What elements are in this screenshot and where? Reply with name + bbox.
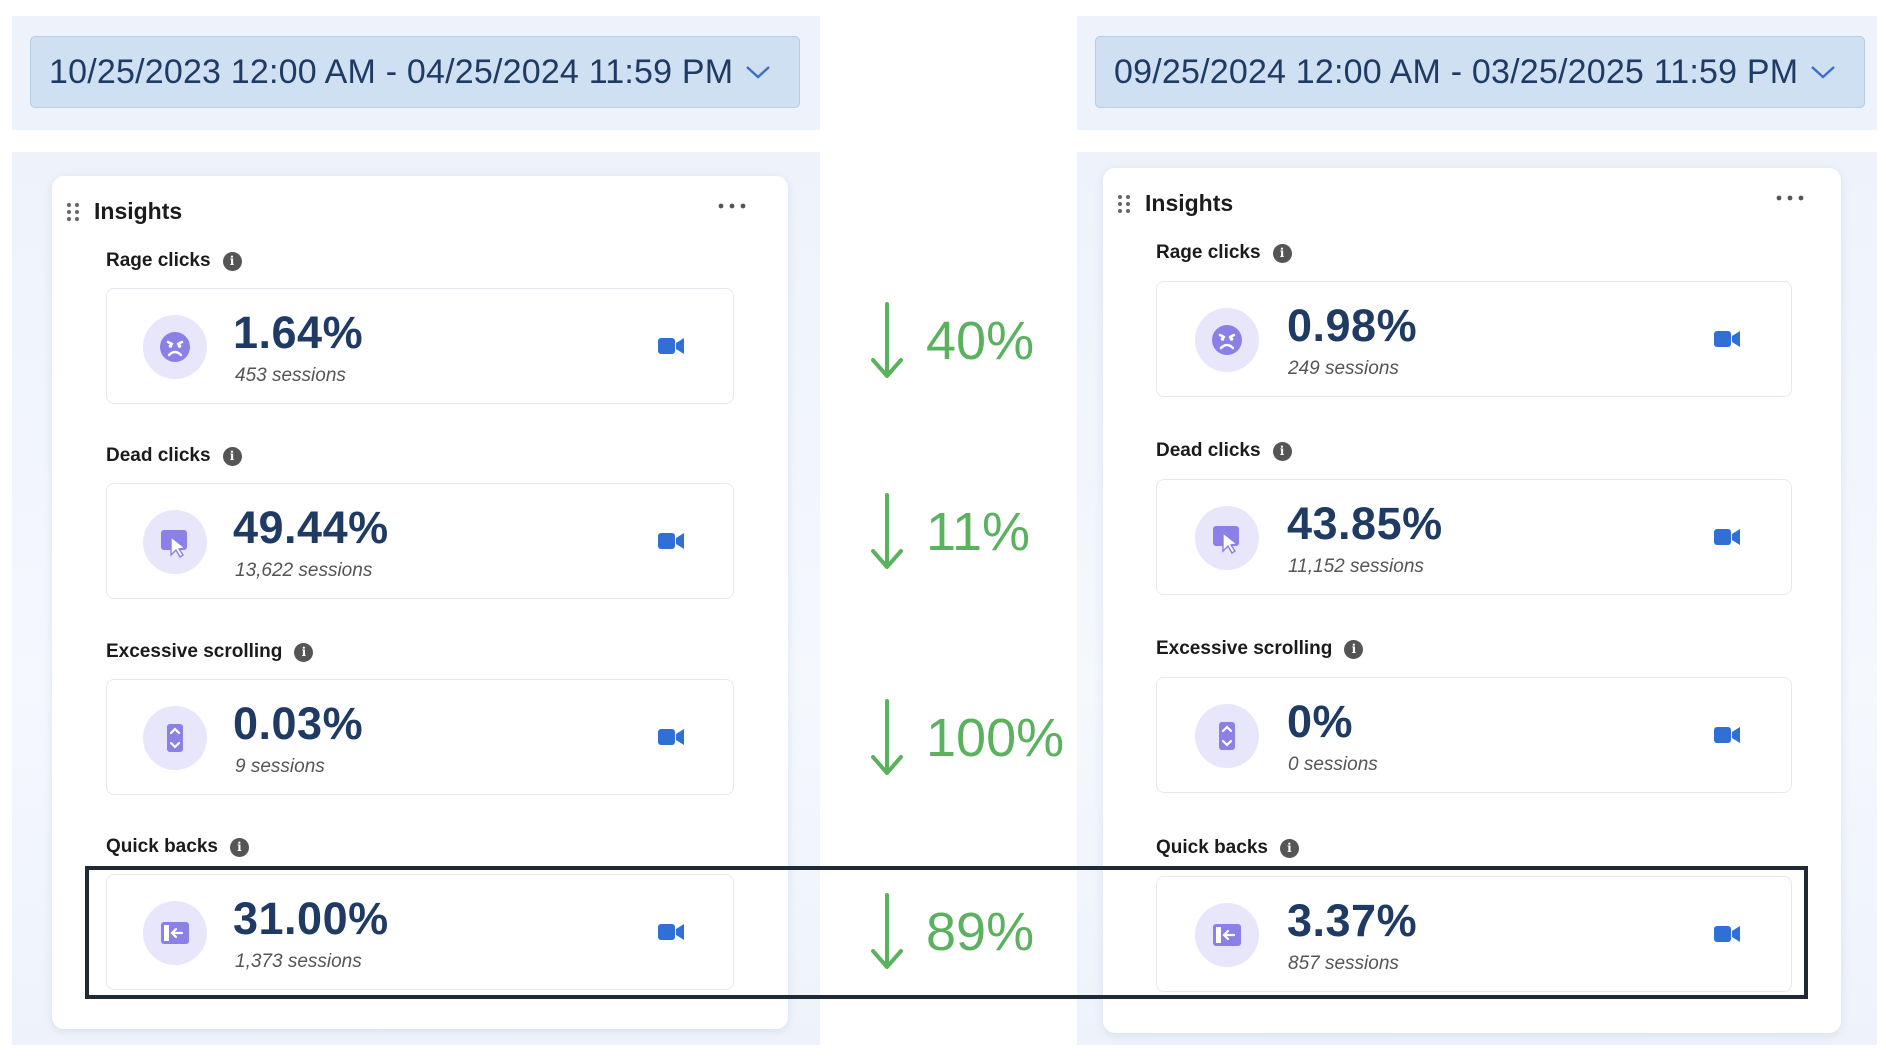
metric-value: 43.85% (1287, 498, 1443, 549)
dead-click-cursor-icon (1195, 506, 1259, 570)
metric-box-dead-clicks[interactable]: 49.44% 13,622 sessions (106, 483, 734, 599)
metric-sessions: 11,152 sessions (1288, 556, 1424, 577)
left-insights-card: Insights Rage clicks i 1.64% 453 sessions… (52, 176, 788, 1029)
metric-label-dead-clicks: Dead clicks i (106, 445, 242, 467)
quick-back-icon (143, 901, 207, 965)
metric-sessions: 857 sessions (1288, 953, 1399, 974)
video-recording-icon[interactable] (658, 532, 684, 550)
metric-label-excessive-scrolling: Excessive scrolling i (1156, 638, 1364, 660)
card-title: Insights (1145, 190, 1234, 216)
chevron-down-icon (746, 66, 770, 79)
info-icon[interactable]: i (1272, 441, 1292, 461)
video-recording-icon[interactable] (1714, 528, 1740, 546)
metric-value: 0% (1287, 696, 1354, 747)
dead-click-cursor-icon (143, 510, 207, 574)
metric-sessions: 9 sessions (235, 756, 325, 777)
video-recording-icon[interactable] (1714, 925, 1740, 943)
info-icon[interactable]: i (1272, 243, 1292, 263)
metric-label-excessive-scrolling: Excessive scrolling i (106, 641, 314, 663)
metric-value: 49.44% (233, 502, 389, 553)
metric-value: 1.64% (233, 307, 364, 358)
delta-dead-clicks: 11% (870, 493, 1030, 571)
metric-value: 0.03% (233, 698, 364, 749)
left-date-range-text: 10/25/2023 12:00 AM - 04/25/2024 11:59 P… (49, 52, 734, 91)
drag-handle-icon[interactable] (1117, 194, 1131, 214)
metric-sessions: 1,373 sessions (235, 951, 362, 972)
left-date-range-dropdown[interactable]: 10/25/2023 12:00 AM - 04/25/2024 11:59 P… (30, 36, 800, 108)
metric-box-excessive-scrolling[interactable]: 0.03% 9 sessions (106, 679, 734, 795)
info-icon[interactable]: i (222, 251, 242, 271)
delta-excessive-scrolling: 100% (870, 699, 1064, 777)
delta-value: 40% (926, 311, 1035, 371)
info-icon[interactable]: i (229, 837, 249, 857)
metric-label-rage-clicks: Rage clicks i (1156, 242, 1292, 264)
metric-box-dead-clicks[interactable]: 43.85% 11,152 sessions (1156, 479, 1792, 595)
video-recording-icon[interactable] (658, 337, 684, 355)
metric-sessions: 249 sessions (1288, 358, 1399, 379)
right-date-range-text: 09/25/2024 12:00 AM - 03/25/2025 11:59 P… (1114, 52, 1799, 91)
info-icon[interactable]: i (1279, 838, 1299, 858)
drag-handle-icon[interactable] (66, 202, 80, 222)
card-header: Insights (66, 198, 182, 225)
metric-label-dead-clicks: Dead clicks i (1156, 440, 1292, 462)
down-arrow-icon (871, 699, 903, 775)
video-recording-icon[interactable] (1714, 330, 1740, 348)
metric-box-rage-clicks[interactable]: 1.64% 453 sessions (106, 288, 734, 404)
more-options-icon[interactable] (717, 202, 747, 210)
scroll-icon (143, 706, 207, 770)
info-icon[interactable]: i (294, 642, 314, 662)
metric-sessions: 453 sessions (235, 365, 346, 386)
metric-box-rage-clicks[interactable]: 0.98% 249 sessions (1156, 281, 1792, 397)
delta-rage-clicks: 40% (870, 302, 1034, 380)
down-arrow-icon (871, 302, 903, 378)
metric-box-excessive-scrolling[interactable]: 0% 0 sessions (1156, 677, 1792, 793)
right-insights-card: Insights Rage clicks i 0.98% 249 sessions… (1103, 168, 1841, 1033)
chevron-down-icon (1811, 66, 1835, 79)
more-options-icon[interactable] (1775, 194, 1805, 202)
down-arrow-icon (871, 493, 903, 569)
metric-value: 0.98% (1287, 300, 1418, 351)
card-header: Insights (1117, 190, 1233, 217)
metric-label-quick-backs: Quick backs i (1156, 837, 1299, 859)
delta-value: 100% (926, 708, 1065, 768)
card-title: Insights (94, 198, 183, 224)
video-recording-icon[interactable] (658, 923, 684, 941)
info-icon[interactable]: i (222, 446, 242, 466)
metric-sessions: 13,622 sessions (235, 560, 373, 581)
down-arrow-icon (871, 893, 903, 969)
info-icon[interactable]: i (1344, 639, 1364, 659)
quick-back-icon (1195, 903, 1259, 967)
metric-box-quick-backs[interactable]: 3.37% 857 sessions (1156, 876, 1792, 992)
delta-quick-backs: 89% (870, 893, 1034, 971)
angry-face-icon (143, 315, 207, 379)
video-recording-icon[interactable] (658, 728, 684, 746)
video-recording-icon[interactable] (1714, 726, 1740, 744)
metric-value: 31.00% (233, 893, 389, 944)
metric-sessions: 0 sessions (1288, 754, 1378, 775)
delta-value: 11% (926, 502, 1031, 562)
metric-label-quick-backs: Quick backs i (106, 836, 249, 858)
right-date-range-dropdown[interactable]: 09/25/2024 12:00 AM - 03/25/2025 11:59 P… (1095, 36, 1865, 108)
metric-label-rage-clicks: Rage clicks i (106, 250, 242, 272)
delta-value: 89% (926, 902, 1035, 962)
metric-value: 3.37% (1287, 895, 1418, 946)
scroll-icon (1195, 704, 1259, 768)
metric-box-quick-backs[interactable]: 31.00% 1,373 sessions (106, 874, 734, 990)
angry-face-icon (1195, 308, 1259, 372)
